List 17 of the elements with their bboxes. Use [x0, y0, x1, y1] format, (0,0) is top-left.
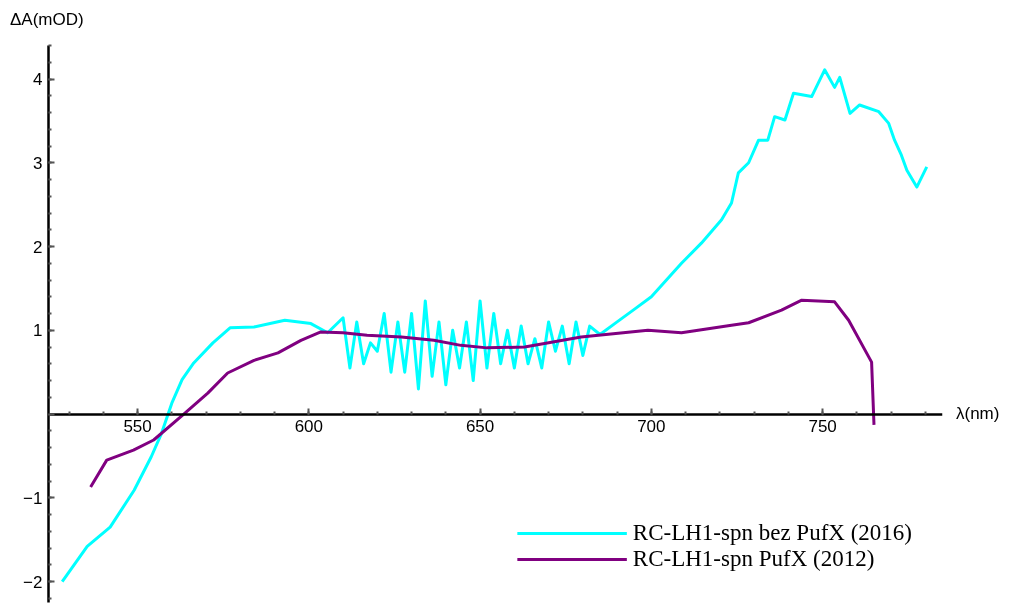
y-tick-label: 3 — [33, 153, 43, 173]
x-tick-label: 600 — [294, 417, 324, 437]
line-series — [60, 68, 929, 584]
x-tick-label: 550 — [123, 417, 152, 437]
x-tick-label: 700 — [637, 417, 666, 437]
legend-label: RC-LH1-spn PufX (2012) — [632, 546, 875, 572]
line-series — [89, 298, 876, 489]
x-axis-title: λ(nm) — [956, 403, 1000, 425]
x-tick-label: 750 — [808, 417, 837, 437]
y-tick-label: 1 — [33, 321, 43, 341]
y-tick-label: −2 — [23, 572, 43, 592]
legend-label: RC-LH1-spn bez PufX (2016) — [632, 520, 912, 546]
y-tick-label: 2 — [33, 237, 43, 257]
y-tick-label: −1 — [23, 488, 43, 508]
x-tick-label: 650 — [465, 417, 495, 437]
y-tick-label: 4 — [33, 70, 43, 89]
y-axis-title: ΔA(mOD) — [10, 9, 84, 31]
